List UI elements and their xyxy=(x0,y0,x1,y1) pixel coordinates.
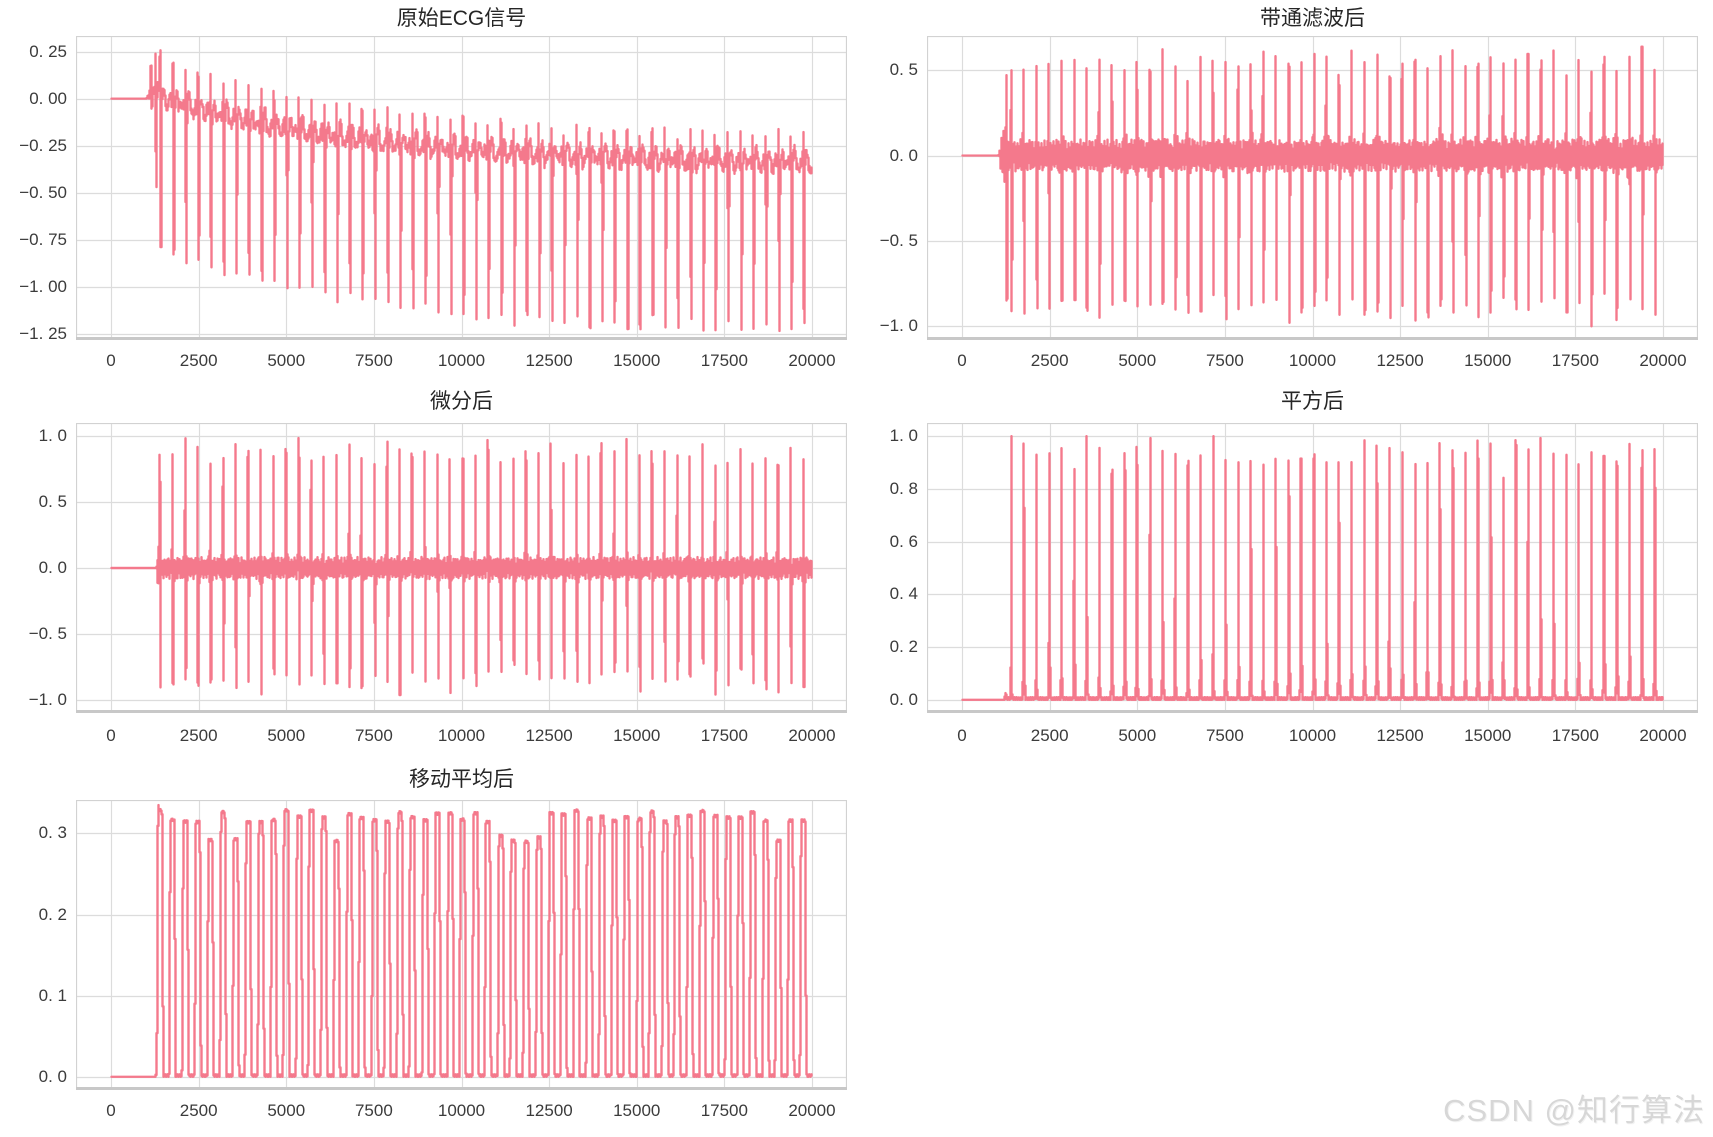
x-tick-label: 0 xyxy=(106,726,116,745)
x-tick-label: 7500 xyxy=(354,351,393,370)
x-tick-label: 5000 xyxy=(1118,726,1157,745)
x-tick-label: 2500 xyxy=(179,351,218,370)
x-tick-label: 17500 xyxy=(700,351,748,370)
x-tick-label: 5000 xyxy=(1118,351,1157,370)
x-tick-label: 10000 xyxy=(437,351,486,370)
x-tick-label: 0 xyxy=(957,726,967,745)
subplot-raw-ecg-title: 原始ECG信号 xyxy=(396,7,527,30)
x-tick-label: 0 xyxy=(957,351,967,370)
x-tick-label: 2500 xyxy=(179,726,218,745)
y-tick-label: 0. 25 xyxy=(29,41,67,61)
x-tick-label: 20000 xyxy=(1639,351,1687,370)
x-tick-label: 15000 xyxy=(613,1101,661,1120)
x-tick-label: 5000 xyxy=(267,726,306,745)
y-tick-label: 0. 8 xyxy=(889,478,918,498)
x-tick-label: 12500 xyxy=(525,726,573,745)
subplot-squared-title: 平方后 xyxy=(1281,390,1344,413)
y-tick-label: 0. 0 xyxy=(38,1066,67,1086)
subplot-bandpass-title: 带通滤波后 xyxy=(1260,7,1365,30)
x-tick-label: 0 xyxy=(106,351,116,370)
x-tick-label: 17500 xyxy=(700,726,748,745)
y-tick-label: −0. 5 xyxy=(879,230,918,250)
y-tick-label: 0. 2 xyxy=(889,637,918,657)
y-tick-label: −0. 5 xyxy=(28,623,67,643)
x-tick-label: 20000 xyxy=(788,1101,836,1120)
y-tick-label: −0. 75 xyxy=(19,229,67,249)
x-tick-label: 20000 xyxy=(1639,726,1687,745)
y-tick-label: 0. 0 xyxy=(38,558,67,577)
y-tick-label: 0. 6 xyxy=(889,531,918,551)
x-tick-label: 17500 xyxy=(1551,351,1599,370)
y-tick-label: 0. 1 xyxy=(38,985,67,1005)
y-tick-label: −0. 50 xyxy=(19,182,67,202)
y-tick-label: 0. 4 xyxy=(889,584,918,604)
y-tick-label: −1. 00 xyxy=(19,276,67,296)
subplot-squared-plot-area xyxy=(927,423,1698,713)
subplot-derivative-plot-area xyxy=(76,423,847,713)
x-tick-label: 7500 xyxy=(1205,726,1244,745)
y-tick-label: −1. 0 xyxy=(28,689,67,709)
x-tick-label: 15000 xyxy=(1464,726,1512,745)
x-tick-label: 12500 xyxy=(525,351,573,370)
x-tick-label: 12500 xyxy=(525,1101,573,1120)
x-tick-label: 2500 xyxy=(179,1101,218,1120)
x-tick-label: 12500 xyxy=(1376,726,1424,745)
y-tick-label: 0. 3 xyxy=(38,823,67,843)
x-tick-label: 7500 xyxy=(354,726,393,745)
x-tick-label: 7500 xyxy=(1205,351,1244,370)
y-tick-label: 1. 0 xyxy=(38,426,67,446)
x-tick-label: 10000 xyxy=(1288,726,1337,745)
y-tick-label: 0. 5 xyxy=(889,60,918,80)
x-tick-label: 5000 xyxy=(267,351,306,370)
subplot-raw-ecg-plot-area xyxy=(76,36,847,340)
subplot-bandpass-plot-area xyxy=(927,36,1698,340)
y-tick-label: −1. 25 xyxy=(19,323,67,343)
y-tick-label: 1. 0 xyxy=(889,426,918,446)
x-tick-label: 0 xyxy=(106,1101,116,1120)
x-tick-label: 7500 xyxy=(354,1101,393,1120)
x-tick-label: 10000 xyxy=(1288,351,1337,370)
y-tick-label: 0. 0 xyxy=(889,689,918,709)
x-tick-label: 10000 xyxy=(437,1101,486,1120)
x-tick-label: 12500 xyxy=(1376,351,1424,370)
y-tick-label: 0. 5 xyxy=(38,492,67,512)
subplot-moving-average-title: 移动平均后 xyxy=(409,768,514,791)
y-tick-label: −0. 25 xyxy=(19,135,67,155)
x-tick-label: 17500 xyxy=(1551,726,1599,745)
x-tick-label: 20000 xyxy=(788,351,836,370)
x-tick-label: 15000 xyxy=(613,726,661,745)
y-tick-label: −1. 0 xyxy=(879,316,918,336)
x-tick-label: 17500 xyxy=(700,1101,748,1120)
subplot-moving-average-plot-area xyxy=(76,800,847,1090)
x-tick-label: 5000 xyxy=(267,1101,306,1120)
y-tick-label: 0. 2 xyxy=(38,904,67,924)
subplot-derivative-title: 微分后 xyxy=(430,390,493,413)
x-tick-label: 15000 xyxy=(613,351,661,370)
csdn-watermark: CSDN @知行算法 xyxy=(1443,1093,1705,1128)
x-tick-label: 10000 xyxy=(437,726,486,745)
x-tick-label: 15000 xyxy=(1464,351,1512,370)
x-tick-label: 2500 xyxy=(1030,726,1069,745)
x-tick-label: 2500 xyxy=(1030,351,1069,370)
x-tick-label: 20000 xyxy=(788,726,836,745)
y-tick-label: 0. 00 xyxy=(29,88,67,108)
y-tick-label: 0. 0 xyxy=(889,145,918,165)
